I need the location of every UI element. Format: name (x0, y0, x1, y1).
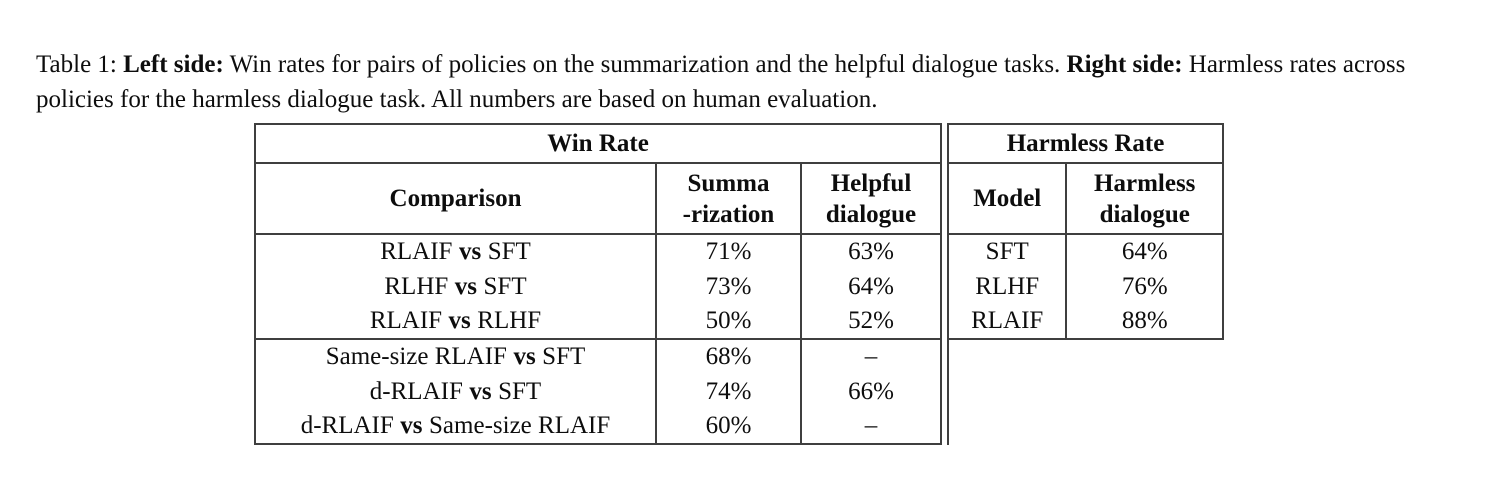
policy-name: SFT (542, 343, 586, 370)
table-row: RLAIF 88% (949, 304, 1224, 339)
comparison-cell: RLAIF vs SFT (255, 234, 656, 269)
win-rate-table: Win Rate Comparison Summa -rization Help… (254, 123, 943, 445)
win-rate-title-row: Win Rate (255, 124, 942, 164)
summarization-value: 71% (655, 234, 801, 269)
harmless-rate-title: Harmless Rate (949, 124, 1224, 164)
caption-left-side-label: Left side: (123, 51, 224, 78)
helpful-dialogue-value: – (799, 339, 942, 374)
policy-name: RLHF (477, 307, 542, 334)
table-row: d-RLAIF vs Same-size RLAIF 60% – (255, 409, 942, 444)
helpful-dialogue-value: – (799, 409, 942, 444)
comparison-cell: RLHF vs SFT (255, 269, 656, 304)
summarization-value: 60% (655, 409, 801, 444)
helpful-dialogue-value: 63% (799, 234, 942, 269)
policy-name: SFT (487, 238, 531, 265)
harmless-rate-table: Harmless Rate Model Harmless dialogue SF… (949, 123, 1225, 340)
vs-label: vs (469, 377, 492, 405)
vs-label: vs (454, 272, 478, 300)
table-row: d-RLAIF vs SFT 74% 66% (255, 374, 942, 409)
column-header-comparison: Comparison (255, 163, 656, 235)
harmless-rate-header-row: Model Harmless dialogue (949, 163, 1224, 235)
vs-label: vs (400, 412, 423, 439)
table-caption: Table 1: Left side: Win rates for pairs … (36, 47, 1462, 117)
table-row: SFT 64% (949, 234, 1224, 269)
comparison-cell: RLAIF vs RLHF (255, 304, 656, 340)
caption-prefix: Table 1: (36, 51, 124, 78)
policy-name: d-RLAIF (300, 412, 394, 439)
caption-right-side-label: Right side: (1066, 51, 1183, 78)
comparison-cell: Same-size RLAIF vs SFT (255, 339, 656, 374)
column-header-model: Model (949, 163, 1067, 235)
harmless-dialogue-value: 88% (1065, 304, 1224, 339)
win-rate-title: Win Rate (255, 124, 942, 164)
column-header-harmless-dialogue: Harmless dialogue (1065, 163, 1224, 235)
table-row: RLHF 76% (949, 269, 1224, 304)
caption-right-side-text: Harmless rates across policies for the h… (36, 51, 1406, 113)
policy-name: SFT (483, 272, 527, 300)
table-row: RLHF vs SFT 73% 64% (255, 269, 942, 304)
harmless-dialogue-value: 64% (1065, 234, 1224, 269)
helpful-dialogue-value: 64% (799, 269, 942, 304)
table-row: RLAIF vs RLHF 50% 52% (255, 304, 942, 340)
model-name: RLHF (975, 272, 1040, 300)
summarization-value: 73% (655, 269, 801, 304)
harmless-rate-title-row: Harmless Rate (949, 124, 1224, 164)
column-header-helpful-dialogue: Helpful dialogue (799, 163, 942, 235)
comparison-cell: d-RLAIF vs SFT (255, 374, 656, 409)
column-header-summarization: Summa -rization (655, 163, 801, 235)
harmless-dialogue-value: 76% (1065, 269, 1224, 304)
caption-left-side-text: Win rates for pairs of policies on the s… (223, 51, 1067, 78)
vs-label: vs (448, 307, 471, 334)
table-1: Win Rate Comparison Summa -rization Help… (254, 123, 1225, 445)
win-rate-header-row: Comparison Summa -rization Helpful dialo… (255, 163, 942, 235)
vs-label: vs (513, 343, 536, 370)
comparison-cell: d-RLAIF vs Same-size RLAIF (255, 409, 656, 444)
table-row: RLAIF vs SFT 71% 63% (255, 234, 942, 269)
table-row: Same-size RLAIF vs SFT 68% – (255, 339, 942, 374)
model-name: SFT (985, 238, 1029, 265)
policy-name: Same-size RLAIF (325, 343, 507, 370)
policy-name: RLHF (384, 272, 449, 300)
vs-label: vs (458, 238, 482, 265)
helpful-dialogue-value: 52% (799, 304, 942, 340)
policy-name: Same-size RLAIF (429, 412, 611, 439)
summarization-value: 68% (655, 339, 801, 374)
helpful-dialogue-value: 66% (799, 374, 942, 409)
policy-name: RLAIF (380, 238, 453, 265)
policy-name: SFT (498, 377, 542, 405)
summarization-value: 74% (655, 374, 801, 409)
policy-name: RLAIF (369, 307, 443, 334)
summarization-value: 50% (655, 304, 801, 340)
model-name: RLAIF (971, 307, 1044, 334)
policy-name: d-RLAIF (369, 377, 463, 405)
double-rule-divider (942, 123, 950, 445)
